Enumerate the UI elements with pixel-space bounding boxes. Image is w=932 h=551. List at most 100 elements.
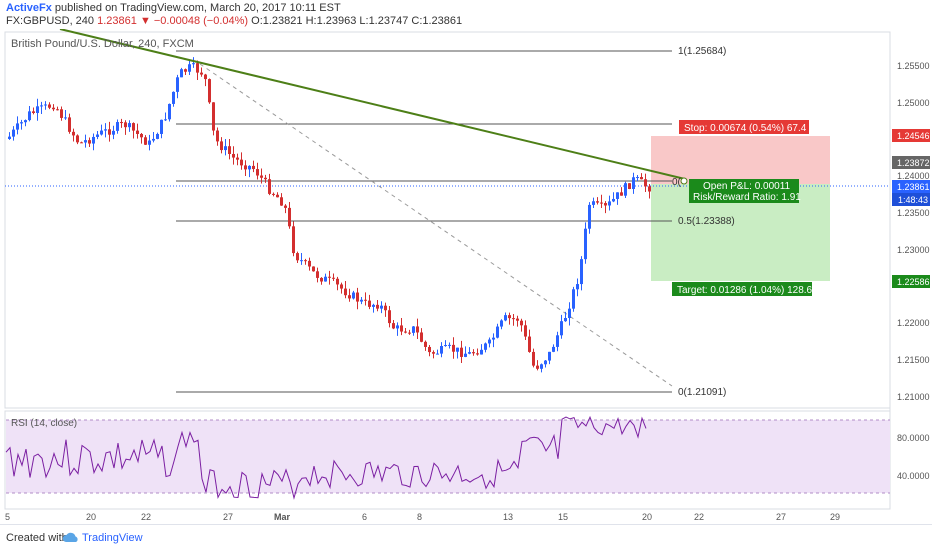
candle-body	[588, 204, 591, 229]
candle-body	[60, 109, 63, 118]
candle-body	[536, 365, 539, 369]
time-tick: Mar	[274, 512, 291, 522]
price-tick: 1.24000	[897, 171, 930, 181]
candle-body	[280, 197, 283, 206]
candle-body	[460, 347, 463, 357]
symbol-info: FX:GBPUSD, 240 1.23861 ▼ −0.00048 (−0.04…	[6, 15, 462, 27]
candle-body	[272, 193, 275, 195]
candle-body	[608, 201, 611, 206]
candle-body	[332, 277, 335, 279]
candle-body	[68, 117, 71, 132]
trendline-handle[interactable]	[680, 177, 688, 185]
candle-body	[232, 153, 235, 158]
candle-body	[596, 201, 599, 203]
candle-body	[324, 276, 327, 282]
candle-body	[228, 146, 231, 154]
candle-body	[496, 326, 499, 338]
time-tick: 27	[223, 512, 233, 522]
candle-body	[188, 64, 191, 72]
rsi-line	[5, 415, 647, 500]
candle-body	[580, 259, 583, 285]
time-tick: 22	[141, 512, 151, 522]
candle-body	[224, 146, 227, 151]
candles	[8, 57, 651, 373]
time-tick: 13	[503, 512, 513, 522]
candle-body	[388, 310, 391, 324]
high-price: 1.23872	[897, 158, 930, 168]
rsi-tick: 80.0000	[897, 433, 930, 443]
candle-body	[456, 347, 459, 352]
candle-body	[356, 292, 359, 302]
time-tick: 27	[776, 512, 786, 522]
candle-body	[256, 169, 259, 176]
price-axis[interactable]: 1.25500 1.25000 1.24000 1.23500 1.23000 …	[897, 61, 930, 402]
open-pl-text: Open P&L: 0.00011	[703, 181, 791, 192]
price-chart[interactable]: 1(1.25684) 0.5(1.23388) 0(1.21091) 0( St…	[0, 29, 932, 524]
candle-body	[600, 202, 603, 204]
fib-label-zero-partial: 0(	[672, 177, 682, 188]
candle-body	[572, 289, 575, 309]
candle-body	[184, 69, 187, 72]
resistance-trendline[interactable]	[59, 29, 686, 180]
tradingview-link[interactable]: TradingView	[82, 532, 143, 544]
candle-body	[464, 353, 467, 357]
tradingview-cloud-icon[interactable]	[62, 530, 80, 544]
stop-price-badge	[892, 129, 930, 142]
candle-body	[212, 102, 215, 131]
candle-body	[556, 335, 559, 347]
created-with-text: Created with	[6, 532, 68, 544]
candle-body	[28, 111, 31, 121]
candle-body	[316, 271, 319, 278]
candle-body	[440, 346, 443, 354]
candle-body	[48, 104, 51, 108]
candle-body	[156, 133, 159, 139]
candle-body	[448, 344, 451, 346]
candle-body	[336, 278, 339, 285]
candle-body	[412, 326, 415, 333]
target-price: 1.22586	[897, 277, 930, 287]
candle-body	[24, 120, 27, 123]
price-tick: 1.21500	[897, 355, 930, 365]
candle-body	[252, 165, 255, 170]
candle-body	[172, 91, 175, 104]
fib-label-top: 1(1.25684)	[678, 46, 726, 57]
candle-body	[248, 165, 251, 170]
candle-body	[400, 325, 403, 332]
target-price-badge	[892, 275, 930, 288]
publisher-name[interactable]: ActiveFx	[6, 2, 52, 14]
time-tick: 20	[642, 512, 652, 522]
candle-body	[472, 352, 475, 354]
candle-body	[632, 177, 635, 189]
candle-body	[260, 175, 263, 178]
candle-body	[296, 253, 299, 261]
candle-body	[192, 63, 195, 65]
candle-body	[500, 320, 503, 327]
candle-body	[468, 352, 471, 354]
candle-body	[220, 141, 223, 151]
candle-body	[592, 201, 595, 205]
time-axis[interactable]: 5 20 22 27 Mar 6 8 13 15 20 22 27 29	[5, 512, 840, 522]
candle-body	[84, 140, 87, 143]
candle-body	[404, 331, 407, 333]
stop-zone[interactable]	[651, 136, 830, 184]
target-box	[672, 282, 812, 296]
candle-body	[164, 119, 167, 121]
candle-body	[392, 323, 395, 329]
candle-body	[584, 228, 587, 260]
candle-body	[116, 122, 119, 131]
candle-body	[424, 341, 427, 347]
candle-body	[292, 226, 295, 254]
candle-body	[76, 135, 79, 143]
candle-body	[176, 77, 179, 92]
candle-body	[624, 183, 627, 196]
price-change: ▼ −0.00048 (−0.04%)	[139, 15, 249, 27]
candle-body	[352, 292, 355, 299]
candle-body	[408, 332, 411, 334]
candle-body	[236, 157, 239, 160]
time-tick: 5	[5, 512, 10, 522]
ohlc-values: O:1.23821 H:1.23963 L:1.23747 C:1.23861	[251, 15, 463, 27]
countdown-value: 1:48:43	[898, 195, 928, 205]
candle-body	[540, 364, 543, 369]
candle-body	[616, 192, 619, 199]
candle-body	[208, 79, 211, 103]
